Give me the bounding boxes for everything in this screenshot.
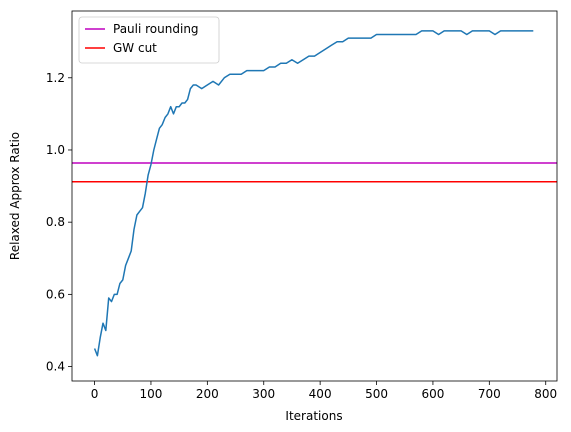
reference-lines [72, 162, 557, 183]
legend: Pauli rounding GW cut [78, 16, 220, 64]
legend-label-pauli-rounding: Pauli rounding [113, 22, 199, 36]
y-axis: 0.4 0.6 0.8 1.0 1.2 [46, 71, 72, 374]
x-tick-label: 0 [91, 387, 99, 401]
plot-frame [71, 10, 558, 382]
x-tick-label: 300 [252, 387, 275, 401]
x-tick-label: 600 [421, 387, 444, 401]
x-tick-label: 400 [309, 387, 332, 401]
x-tick-label: 700 [478, 387, 501, 401]
x-tick-label: 500 [365, 387, 388, 401]
x-tick-label: 800 [534, 387, 557, 401]
x-axis: 0 100 200 300 400 500 600 700 800 [91, 381, 557, 401]
series-line-0 [93, 30, 534, 357]
y-tick-label: 0.8 [46, 215, 65, 229]
x-tick-label: 200 [196, 387, 219, 401]
x-tick-label: 100 [140, 387, 163, 401]
legend-box [78, 16, 220, 64]
y-tick-label: 0.6 [46, 287, 65, 301]
legend-label-gw-cut: GW cut [113, 41, 157, 55]
series-layer [93, 30, 534, 357]
y-tick-label: 0.4 [46, 360, 65, 374]
x-axis-label: Iterations [285, 409, 342, 423]
y-axis-label: Relaxed Approx Ratio [8, 132, 22, 260]
y-tick-label: 1.0 [46, 143, 65, 157]
y-tick-label: 1.2 [46, 71, 65, 85]
